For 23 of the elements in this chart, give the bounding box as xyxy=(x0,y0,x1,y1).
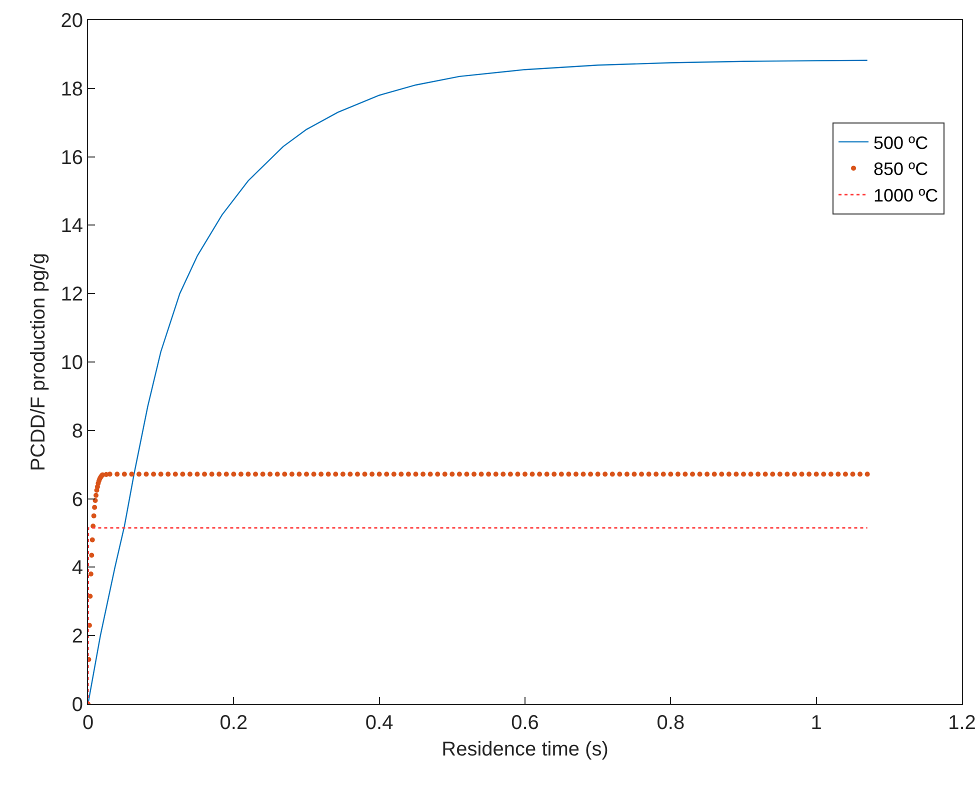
legend-label: 1000 ºC xyxy=(874,186,938,206)
y-tick-label: 0 xyxy=(72,694,83,716)
y-tick-label: 14 xyxy=(60,215,83,238)
line-series xyxy=(88,60,868,704)
y-tick-label: 2 xyxy=(72,626,83,648)
x-tick-label: 0.4 xyxy=(365,712,394,734)
y-tick-label: 20 xyxy=(60,10,83,32)
x-tick-label: 0.8 xyxy=(656,712,685,734)
y-tick-label: 12 xyxy=(60,284,83,306)
y-tick-label: 8 xyxy=(72,420,83,442)
x-tick-label: 0.6 xyxy=(511,712,539,734)
legend-label: 850 ºC xyxy=(874,159,928,180)
x-tick-label: 1 xyxy=(810,712,822,734)
legend-label: 500 ºC xyxy=(874,132,928,153)
y-tick-label: 10 xyxy=(60,352,83,374)
y-tick-label: 16 xyxy=(60,146,83,169)
y-tick-label: 4 xyxy=(72,557,83,580)
y-tick-label: 18 xyxy=(60,78,83,100)
x-axis-title: Residence time (s) xyxy=(442,738,608,760)
y-axis-title: PCDD/F production pg/g xyxy=(27,253,50,471)
y-tick-label: 6 xyxy=(72,488,83,511)
x-tick-label: 0.2 xyxy=(220,712,248,734)
x-tick-label: 1.2 xyxy=(948,712,976,734)
